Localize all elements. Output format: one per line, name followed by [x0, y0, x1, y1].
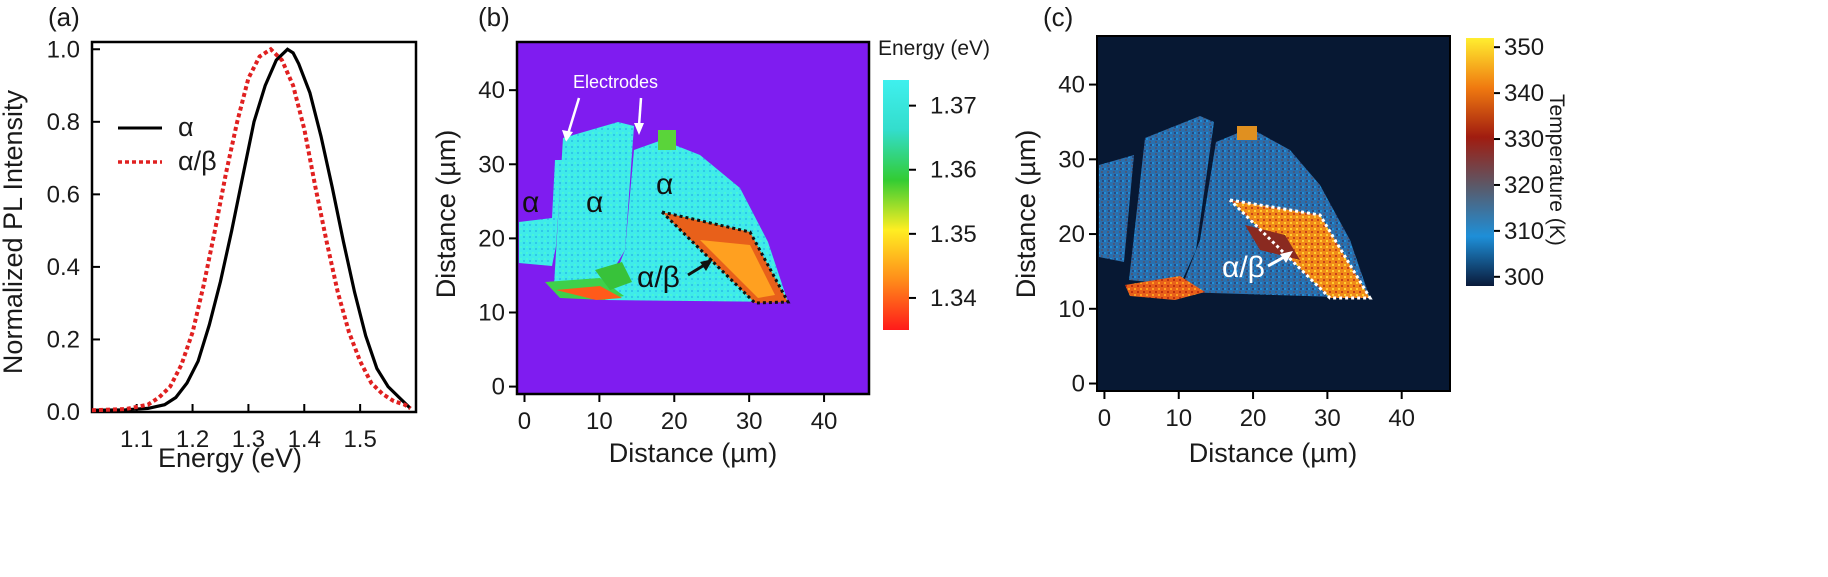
panel-c: (c) α/β 0 10 20 30 40 0 10 20 30 40 Distance (µm)…	[1011, 2, 1568, 468]
panel-a-y-tick-label: 0.8	[47, 109, 80, 136]
panel-b-x-tick-label: 20	[661, 408, 688, 435]
panel-a-y-tick-label: 0.0	[47, 399, 80, 426]
panel-c-y-axis-label: Distance (µm)	[1011, 130, 1041, 299]
panel-a: (a) 1.1 1.2 1.3 1.4 1.50.00.20.40.60.81.0 α …	[0, 2, 416, 473]
panel-c-colorbar-tick-label: 350	[1504, 34, 1544, 61]
b-green-spot-top	[658, 130, 676, 150]
panel-b-y-tick-label: 30	[478, 151, 505, 178]
legend-label-alpha: α	[178, 112, 194, 142]
panel-b-colorbar-tick-label: 1.37	[930, 93, 977, 120]
panel-b-colorbar-tick-label: 1.36	[930, 157, 977, 184]
c-hot-spot-top	[1237, 126, 1257, 140]
panel-a-y-tick-label: 0.4	[47, 254, 80, 281]
panel-c-x-tick-label: 0	[1098, 405, 1111, 432]
panel-c-colorbar-tick-label: 320	[1504, 172, 1544, 199]
b-annotation-alpha-2: α	[586, 186, 603, 219]
panel-a-y-tick-label: 1.0	[47, 36, 80, 63]
panel-a-x-axis-label: Energy (eV)	[158, 443, 302, 473]
panel-a-y-tick-label: 0.2	[47, 326, 80, 353]
b-annotation-alpha-1: α	[522, 186, 539, 219]
panel-c-colorbar-tick-label: 300	[1504, 264, 1544, 291]
panel-b-y-axis-label: Distance (µm)	[431, 130, 461, 299]
panel-c-y-tick-label: 20	[1058, 221, 1085, 248]
panel-b-y-tick-label: 10	[478, 299, 505, 326]
panel-c-x-tick-label: 10	[1165, 405, 1192, 432]
panel-b-colorbar-ticks: 1.34 1.35 1.36 1.37	[909, 93, 977, 312]
panel-c-x-tick-label: 30	[1314, 405, 1341, 432]
c-annotation-alpha-beta: α/β	[1222, 251, 1265, 284]
panel-c-y-tick-label: 30	[1058, 146, 1085, 173]
panel-b-colorbar-tick-label: 1.34	[930, 285, 977, 312]
panel-c-letter: (c)	[1043, 2, 1073, 32]
b-annotation-alpha-beta: α/β	[637, 261, 680, 294]
panel-c-colorbar-tick-label: 340	[1504, 80, 1544, 107]
panel-b-x-tick-label: 0	[518, 408, 531, 435]
panel-b-colorbar	[883, 80, 909, 330]
panel-b-x-tick-label: 40	[811, 408, 838, 435]
panel-b-colorbar-tick-label: 1.35	[930, 221, 977, 248]
panel-c-y-tick-label: 40	[1058, 72, 1085, 99]
panel-c-x-axis-label: Distance (µm)	[1189, 438, 1358, 468]
panel-c-colorbar	[1466, 38, 1494, 286]
series-line-alpha-beta	[92, 49, 410, 410]
panel-a-x-tick-label: 1.5	[343, 426, 376, 453]
b-annotation-electrodes: Electrodes	[573, 72, 658, 92]
panel-b-x-tick-label: 10	[586, 408, 613, 435]
b-annotation-alpha-3: α	[656, 168, 673, 201]
panel-b-y-tick-label: 0	[492, 374, 505, 401]
panel-c-y-tick-label: 10	[1058, 296, 1085, 323]
panel-b-colorbar-title: Energy (eV)	[878, 37, 990, 60]
panel-c-x-tick-label: 40	[1388, 405, 1415, 432]
panel-c-y-tick-label: 0	[1072, 371, 1085, 398]
panel-a-plot-frame	[92, 42, 416, 412]
panel-b-y-tick-label: 40	[478, 77, 505, 104]
panel-c-colorbar-tick-label: 330	[1504, 126, 1544, 153]
series-line-alpha	[92, 49, 410, 410]
panel-c-colorbar-tick-label: 310	[1504, 218, 1544, 245]
panel-a-series	[92, 49, 410, 410]
panel-b-letter: (b)	[478, 2, 510, 32]
panel-a-x-tick-label: 1.1	[120, 426, 153, 453]
panel-a-y-tick-label: 0.6	[47, 181, 80, 208]
panel-b-y-tick-label: 20	[478, 225, 505, 252]
panel-a-legend: α α/β	[118, 112, 217, 176]
legend-label-alpha-beta: α/β	[178, 146, 217, 176]
panel-a-letter: (a)	[48, 2, 80, 32]
figure: (a) 1.1 1.2 1.3 1.4 1.50.00.20.40.60.81.0 α …	[0, 0, 1828, 577]
panel-b-x-tick-label: 30	[736, 408, 763, 435]
panel-b-x-axis-label: Distance (µm)	[609, 438, 778, 468]
panel-a-y-axis-label: Normalized PL Intensity	[0, 89, 28, 374]
panel-c-colorbar-ticks: 300 310 320 330 340 350	[1494, 34, 1544, 291]
panel-c-x-tick-label: 20	[1240, 405, 1267, 432]
panel-c-colorbar-title: Temperature (K)	[1545, 94, 1568, 246]
